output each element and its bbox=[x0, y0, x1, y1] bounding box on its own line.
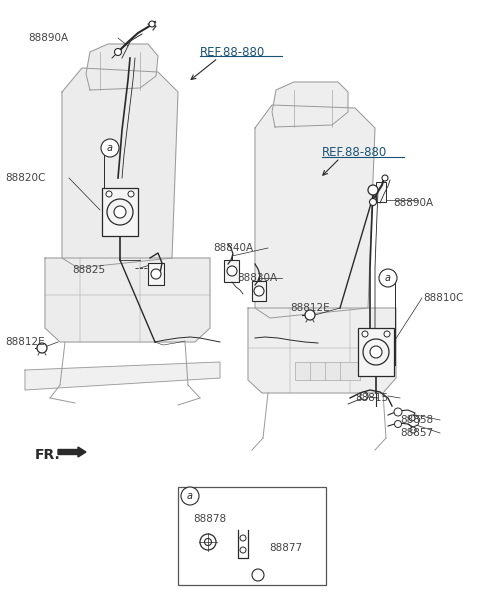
Text: 88857: 88857 bbox=[400, 428, 433, 438]
Circle shape bbox=[254, 286, 264, 296]
Circle shape bbox=[360, 392, 368, 400]
Bar bbox=[376, 182, 386, 202]
Circle shape bbox=[101, 139, 119, 157]
Circle shape bbox=[227, 266, 237, 276]
Circle shape bbox=[379, 269, 397, 287]
Bar bbox=[102, 188, 138, 236]
Circle shape bbox=[151, 269, 161, 279]
Circle shape bbox=[200, 534, 216, 550]
Circle shape bbox=[305, 310, 315, 320]
Text: 88830A: 88830A bbox=[237, 273, 277, 283]
Polygon shape bbox=[248, 308, 396, 393]
Circle shape bbox=[363, 339, 389, 365]
Circle shape bbox=[252, 569, 264, 581]
Text: 88840A: 88840A bbox=[213, 243, 253, 253]
Bar bbox=[252, 281, 266, 301]
Circle shape bbox=[382, 175, 388, 181]
Polygon shape bbox=[25, 362, 220, 390]
Circle shape bbox=[181, 487, 199, 505]
Circle shape bbox=[370, 346, 382, 358]
Text: 88825: 88825 bbox=[72, 265, 105, 275]
Text: 88890A: 88890A bbox=[28, 33, 68, 43]
Circle shape bbox=[410, 427, 416, 433]
Circle shape bbox=[106, 191, 112, 197]
Circle shape bbox=[362, 331, 368, 337]
Circle shape bbox=[149, 21, 155, 27]
Circle shape bbox=[115, 49, 121, 56]
Text: a: a bbox=[107, 143, 113, 153]
Polygon shape bbox=[62, 68, 178, 268]
Circle shape bbox=[384, 331, 390, 337]
Polygon shape bbox=[86, 44, 158, 90]
Text: REF.88-880: REF.88-880 bbox=[200, 46, 265, 59]
Circle shape bbox=[370, 198, 376, 205]
Polygon shape bbox=[45, 258, 210, 342]
Circle shape bbox=[37, 343, 47, 353]
Bar bbox=[295, 362, 360, 380]
Text: 88812E: 88812E bbox=[5, 337, 45, 347]
Polygon shape bbox=[255, 105, 375, 318]
Text: 88810C: 88810C bbox=[423, 293, 463, 303]
Circle shape bbox=[394, 408, 402, 416]
Text: 88820C: 88820C bbox=[5, 173, 46, 183]
Text: 88812E: 88812E bbox=[290, 303, 330, 313]
FancyArrow shape bbox=[58, 447, 86, 457]
Polygon shape bbox=[272, 82, 348, 127]
Text: 88890A: 88890A bbox=[393, 198, 433, 208]
Text: 88877: 88877 bbox=[269, 543, 302, 553]
Bar bbox=[224, 260, 239, 282]
Circle shape bbox=[240, 535, 246, 541]
Circle shape bbox=[114, 206, 126, 218]
Circle shape bbox=[409, 415, 415, 421]
Text: REF.88-880: REF.88-880 bbox=[322, 147, 387, 159]
Bar bbox=[358, 328, 394, 376]
Circle shape bbox=[395, 420, 401, 428]
Text: a: a bbox=[187, 491, 193, 501]
Bar bbox=[178, 487, 326, 585]
Circle shape bbox=[128, 191, 134, 197]
Bar bbox=[148, 263, 164, 285]
Circle shape bbox=[368, 185, 378, 195]
Text: 88815: 88815 bbox=[355, 393, 388, 403]
Text: 88858: 88858 bbox=[400, 415, 433, 425]
Text: FR.: FR. bbox=[35, 448, 61, 462]
Circle shape bbox=[240, 547, 246, 553]
Text: 88878: 88878 bbox=[193, 514, 226, 524]
Circle shape bbox=[107, 199, 133, 225]
Text: a: a bbox=[385, 273, 391, 283]
Circle shape bbox=[204, 539, 212, 546]
